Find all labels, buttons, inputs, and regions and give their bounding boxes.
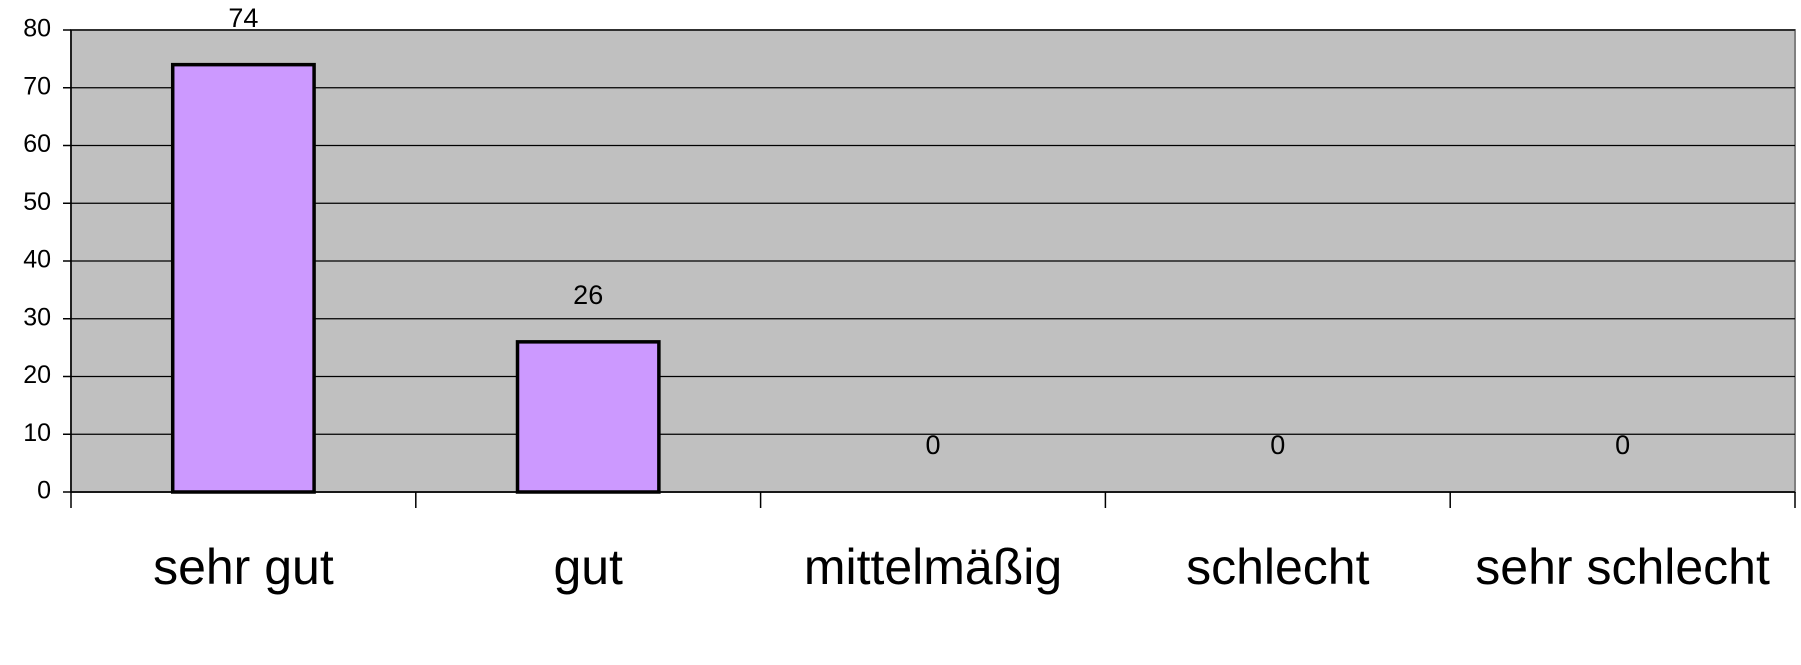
x-tick-label: schlecht [1186, 539, 1370, 595]
y-tick-label: 70 [23, 72, 51, 100]
y-tick-label: 30 [23, 303, 51, 331]
y-tick-label: 50 [23, 188, 51, 216]
y-tick-label: 0 [37, 477, 51, 505]
value-label: 0 [925, 430, 940, 460]
x-tick-label: sehr gut [153, 539, 334, 595]
x-tick-label: mittelmäßig [804, 539, 1062, 595]
x-tick-label: gut [553, 539, 623, 595]
y-tick-label: 60 [23, 130, 51, 158]
value-label: 0 [1615, 430, 1630, 460]
bar [515, 340, 661, 494]
value-label: 0 [1270, 430, 1285, 460]
value-label: 26 [573, 280, 603, 310]
y-tick-label: 40 [23, 246, 51, 274]
y-tick-label: 10 [23, 419, 51, 447]
x-tick-label: sehr schlecht [1475, 539, 1770, 595]
y-tick-label: 20 [23, 361, 51, 389]
y-tick-label: 80 [23, 15, 51, 43]
value-label: 74 [228, 3, 258, 33]
bar [170, 62, 316, 494]
